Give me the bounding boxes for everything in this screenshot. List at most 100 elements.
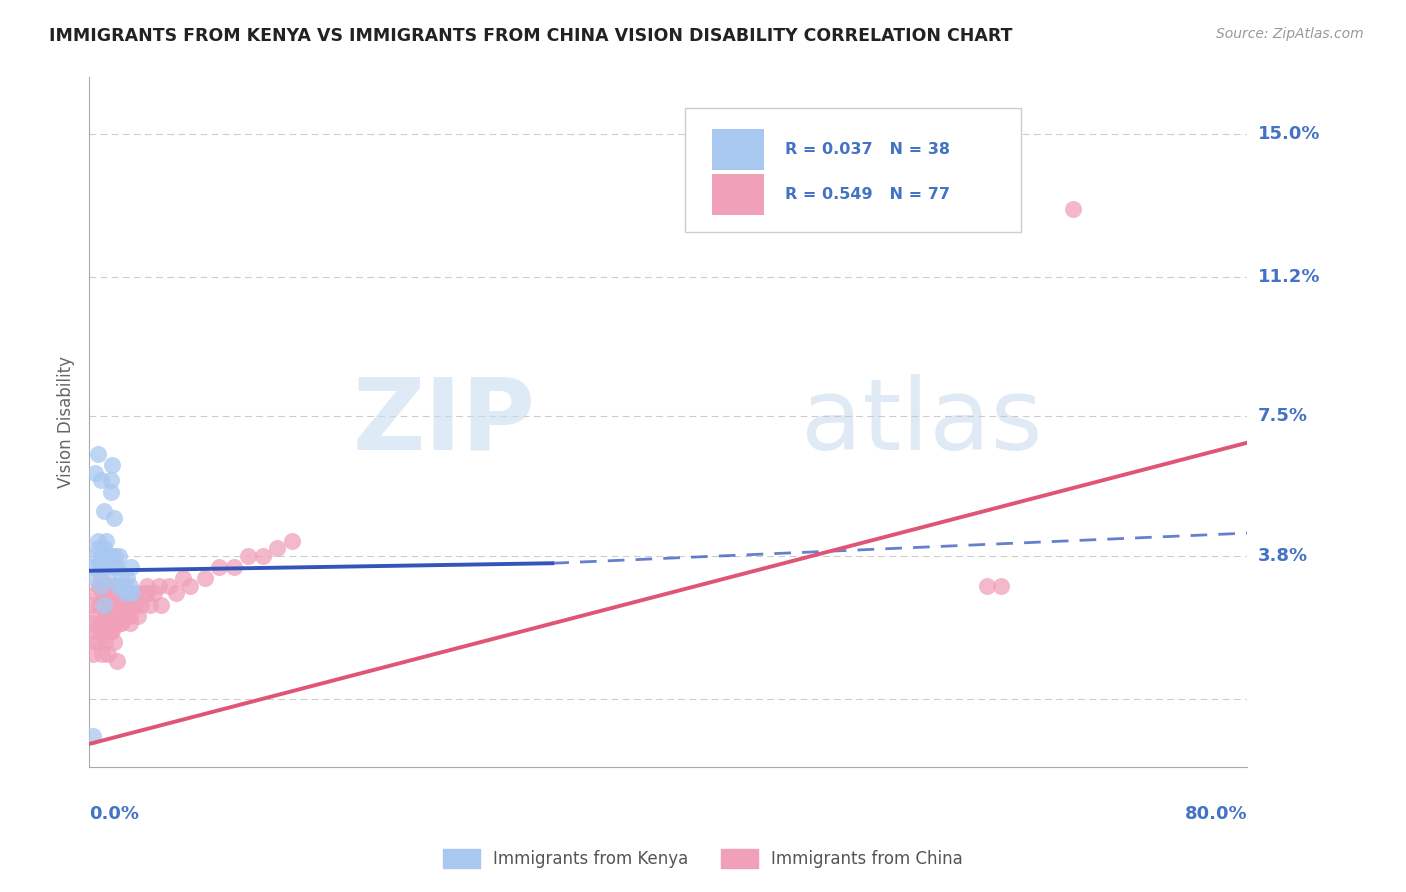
Point <box>143 586 166 600</box>
Text: 3.8%: 3.8% <box>1258 547 1309 565</box>
Point <box>97 571 120 585</box>
Point <box>108 598 131 612</box>
Point <box>100 624 122 638</box>
Point <box>179 579 201 593</box>
Point <box>90 560 112 574</box>
Point <box>93 503 115 517</box>
Point <box>101 598 124 612</box>
Point <box>93 541 115 556</box>
Point <box>89 624 111 638</box>
Point <box>104 598 127 612</box>
Point <box>90 579 112 593</box>
Point <box>100 549 122 563</box>
Point <box>165 586 187 600</box>
Point <box>114 579 136 593</box>
Point <box>91 624 114 638</box>
Text: 0.0%: 0.0% <box>89 805 139 823</box>
Text: 80.0%: 80.0% <box>1184 805 1247 823</box>
Point <box>107 609 129 624</box>
Point <box>266 541 288 556</box>
Point <box>118 579 141 593</box>
Y-axis label: Vision Disability: Vision Disability <box>58 356 75 488</box>
Point <box>104 616 127 631</box>
Point <box>110 567 132 582</box>
Point <box>84 549 107 563</box>
Point <box>157 579 180 593</box>
Point <box>990 579 1012 593</box>
Point <box>124 598 146 612</box>
Point <box>252 549 274 563</box>
Point <box>83 571 105 585</box>
Legend: Immigrants from Kenya, Immigrants from China: Immigrants from Kenya, Immigrants from C… <box>436 842 970 875</box>
Point <box>83 466 105 480</box>
Text: ZIP: ZIP <box>352 374 534 470</box>
FancyBboxPatch shape <box>711 129 765 170</box>
Point <box>97 647 120 661</box>
Point <box>115 571 138 585</box>
Point <box>87 541 110 556</box>
Point <box>103 586 125 600</box>
Point <box>94 549 117 563</box>
Point <box>115 609 138 624</box>
Point <box>118 609 141 624</box>
Point <box>238 549 260 563</box>
Point <box>121 586 143 600</box>
Point <box>90 474 112 488</box>
Point <box>94 609 117 624</box>
Point <box>96 609 118 624</box>
Point <box>150 598 173 612</box>
Point <box>114 586 136 600</box>
Point <box>172 571 194 585</box>
Point <box>93 598 115 612</box>
FancyBboxPatch shape <box>711 174 765 215</box>
Point <box>82 730 104 744</box>
Point <box>132 586 155 600</box>
Text: Source: ZipAtlas.com: Source: ZipAtlas.com <box>1216 27 1364 41</box>
Point <box>94 624 117 638</box>
Point <box>136 579 159 593</box>
Point <box>98 624 121 638</box>
Point <box>100 474 122 488</box>
Point <box>84 635 107 649</box>
Point <box>148 579 170 593</box>
Point <box>120 560 142 574</box>
Text: IMMIGRANTS FROM KENYA VS IMMIGRANTS FROM CHINA VISION DISABILITY CORRELATION CHA: IMMIGRANTS FROM KENYA VS IMMIGRANTS FROM… <box>49 27 1012 45</box>
Point <box>222 560 245 574</box>
Point <box>117 598 139 612</box>
Point <box>105 560 128 574</box>
Point <box>136 586 159 600</box>
Point <box>89 579 111 593</box>
Point <box>111 579 134 593</box>
Text: 15.0%: 15.0% <box>1258 125 1320 143</box>
Point <box>1062 202 1084 217</box>
Point <box>208 560 231 574</box>
Point <box>101 458 124 473</box>
Point <box>114 586 136 600</box>
Point <box>100 484 122 499</box>
Point <box>90 616 112 631</box>
Point <box>82 560 104 574</box>
Point <box>80 598 103 612</box>
Point <box>100 579 122 593</box>
Point <box>84 609 107 624</box>
Point <box>108 549 131 563</box>
Point <box>91 586 114 600</box>
Point <box>94 635 117 649</box>
Point <box>82 616 104 631</box>
Point <box>90 571 112 585</box>
Text: R = 0.037   N = 38: R = 0.037 N = 38 <box>785 143 950 157</box>
Point <box>98 549 121 563</box>
Point <box>127 609 149 624</box>
Point <box>84 586 107 600</box>
Point <box>104 560 127 574</box>
Text: 7.5%: 7.5% <box>1258 408 1308 425</box>
Point <box>100 609 122 624</box>
Point <box>976 579 998 593</box>
Text: R = 0.549   N = 77: R = 0.549 N = 77 <box>785 187 950 202</box>
Point <box>104 549 127 563</box>
Point <box>124 586 146 600</box>
Point <box>93 598 115 612</box>
Point <box>194 571 217 585</box>
Point <box>98 598 121 612</box>
Text: 11.2%: 11.2% <box>1258 268 1320 286</box>
